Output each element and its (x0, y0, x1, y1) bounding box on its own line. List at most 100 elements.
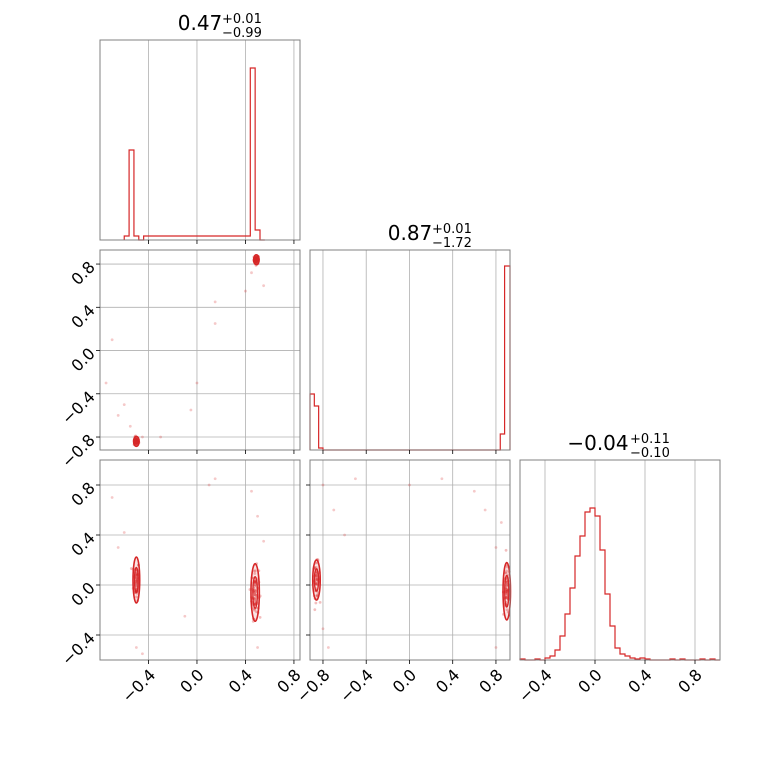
panel-r2-c1-cluster-1-point (505, 584, 509, 587)
panel-r2-c1-cluster-0-point (314, 565, 318, 569)
panel-r2-c1-cluster-1-point (505, 592, 508, 595)
panel-r1-c0-outlier-point (213, 300, 217, 304)
panel-r2-c0-cluster-0-point (129, 567, 133, 570)
panel-r2-c0-cluster-1-point (253, 580, 257, 584)
panel-r2-c0-outlier-point (183, 614, 187, 618)
ytick-label-p1: −0.4 (58, 387, 99, 428)
ytick-label-p2: 0.0 (67, 578, 98, 609)
panel-r1-c0-outlier-point (159, 435, 163, 439)
panel-r2-c1-cluster-1-point (505, 591, 509, 594)
panel-r2-c0-cluster-1-point (254, 589, 258, 593)
panel-r2-c0-cluster-0-point (134, 572, 138, 576)
panel-r2-c1-cluster-0-point (315, 577, 319, 581)
panel-r1-c0-outlier-point (244, 289, 247, 293)
panel-r2-c1-outlier-point (354, 477, 357, 481)
panel-r2-c0-cluster-0-contour-outer (132, 556, 141, 604)
panel-r2-c1-cluster-1-point (505, 595, 509, 599)
panel-r2-c1-cluster-1-point (505, 592, 509, 596)
panel-r2-c1-cluster-1-point (504, 548, 508, 552)
grid-layer (100, 40, 696, 660)
panel-r2-c1-outlier-point (494, 646, 498, 649)
xtick-label-p2: 0.4 (624, 665, 655, 696)
title-param-1-lower: −0.99 (222, 26, 262, 41)
panel-r2-c0-outlier-point (256, 514, 259, 518)
panel-r2-c0-outlier-point (122, 531, 126, 534)
panel-r2-c1-outlier-point (321, 627, 325, 631)
panel-r2-c1-cluster-0-point (314, 601, 318, 605)
xtick-label-p2: −0.4 (515, 665, 556, 706)
panel-r2-c0-cluster-1-point (253, 608, 256, 612)
ytick-label-p2: 0.4 (67, 528, 98, 559)
panel-r2-c0-cluster-0-point (135, 595, 138, 599)
title-param-2-lower: −1.72 (432, 236, 472, 251)
ytick-label-p2: −0.4 (58, 628, 99, 669)
panel-r1-c0-outlier-point (262, 284, 266, 288)
panel-r2-c1-cluster-0-point (315, 574, 319, 578)
panel-r2-c0-cluster-1-contour-inner (252, 576, 259, 609)
panel-r2-c1-cluster-1-point (505, 608, 509, 612)
panel-r2-c1-frame (309, 459, 511, 661)
panel-r2-c0-outlier-point (207, 483, 211, 487)
data-layer (104, 67, 720, 661)
panel-r2-c1-cluster-0-point (313, 608, 317, 612)
panel-r2-c1-cluster-1-point (505, 590, 508, 593)
panel-r2-c0-cluster-0-point (135, 576, 139, 580)
ytick-label-p1: 0.8 (67, 257, 98, 288)
panel-r2-c1-outlier-point (326, 646, 330, 649)
panel-r2-c0-frame (99, 459, 301, 661)
panel-r2-c0-outlier-point (250, 489, 253, 493)
panel-r2-c0-outlier-point (262, 539, 266, 543)
panel-r2-c1-outlier-point (343, 533, 346, 537)
xtick-label-p1: −0.8 (293, 665, 334, 706)
panel-r2-c1-outlier-point (321, 483, 325, 487)
panel-r2-c1-outlier-point (440, 477, 444, 481)
panel-r2-c0-outlier-point (141, 652, 144, 656)
title-param-3-upper: +0.11 (630, 432, 670, 447)
panel-r2-c0-cluster-1-point (253, 581, 257, 584)
panel-r2-c0-cluster-1-point (252, 569, 256, 573)
xtick-label-p1: 0.4 (432, 665, 463, 696)
panel-r1-c0-outlier-point (141, 435, 144, 439)
xtick-label-p1: 0.8 (475, 665, 506, 696)
panel-r2-c1-outlier-point (494, 546, 498, 549)
panel-r1-c0-cluster-1-contour-inner (134, 437, 139, 445)
panel-r2-c0-cluster-1-point (253, 590, 257, 594)
panel-r2-c1-cluster-0-point (315, 582, 318, 586)
panel-r1-c0-outlier-point (195, 381, 199, 385)
panel-r1-c1-frame (309, 249, 511, 451)
panel-r1-c0-outlier-point (250, 271, 253, 275)
panel-r1-c0-outlier-point (116, 414, 120, 417)
panel-r2-c1-cluster-0-point (318, 601, 322, 604)
panel-r2-c0-cluster-0-point (135, 574, 138, 578)
panel-r2-c1-cluster-0-point (315, 582, 319, 586)
panel-r2-c1-cluster-1-point (504, 594, 508, 598)
panel-r2-c2-histogram-p2 (519, 507, 720, 661)
panel-r1-c1-histogram-p1 (309, 265, 511, 451)
panel-r2-c1-outlier-point (408, 483, 411, 487)
title-param-2-upper: +0.01 (432, 222, 472, 237)
panel-r2-c0-cluster-1-point (254, 582, 257, 586)
panel-r2-c1-cluster-1-point (505, 589, 509, 593)
xtick-label-p1: −0.4 (336, 665, 377, 706)
panel-r2-c1-cluster-1-point (505, 588, 509, 592)
panel-r2-c2-frame (519, 459, 721, 661)
title-param-1: 0.47 (178, 11, 223, 35)
panel-r2-c1-outlier-point (499, 521, 503, 524)
panel-r2-c1-cluster-1-point (504, 571, 508, 575)
ytick-label-p1: −0.8 (58, 430, 99, 471)
panel-r2-c0-cluster-1-contour-outer (250, 562, 261, 623)
panel-r2-c1-cluster-1-point (505, 588, 509, 592)
xtick-label-p1: 0.0 (389, 665, 420, 696)
panel-r1-c0-outlier-point (189, 408, 193, 412)
panel-r1-c0-outlier-point (104, 381, 108, 385)
panel-r2-c1-cluster-0-point (314, 577, 318, 580)
panel-r2-c1-outlier-point (332, 508, 336, 512)
panel-r2-c1-cluster-1-contour-inner (504, 574, 510, 608)
title-param-1-upper: +0.01 (222, 12, 262, 27)
panel-r2-c1-cluster-1-point (505, 588, 508, 591)
panel-r2-c0-outlier-point (134, 646, 138, 649)
panel-r2-c0-cluster-1-point (253, 598, 257, 601)
panel-r2-c0-cluster-0-point (135, 579, 139, 583)
panel-r1-c0-outlier-point (122, 403, 126, 406)
